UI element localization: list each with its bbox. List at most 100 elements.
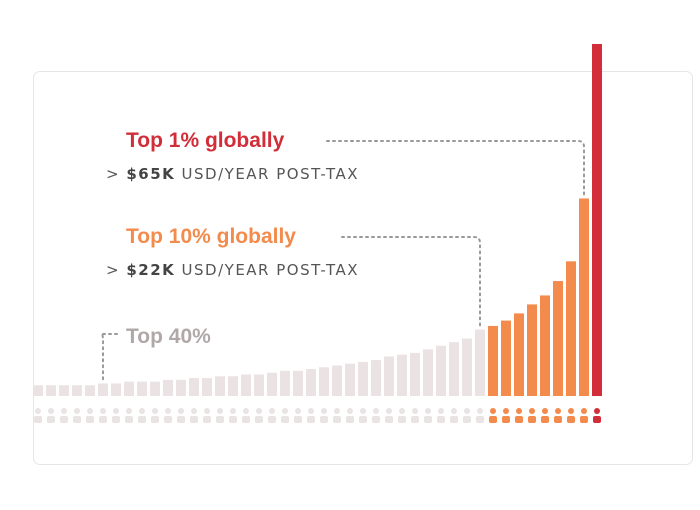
bars-group (33, 44, 602, 396)
person-icon (190, 408, 198, 423)
bar-11 (163, 379, 173, 396)
bar-40 (540, 295, 550, 396)
person-icon (333, 408, 341, 423)
person-icon (450, 408, 458, 423)
person-icon (502, 408, 510, 423)
bar-29 (397, 354, 407, 396)
bar-35 (475, 329, 485, 396)
bar-14 (202, 378, 212, 396)
person-icon (60, 408, 68, 423)
top1-prefix: > (106, 165, 126, 183)
person-icon (229, 408, 237, 423)
person-icon (489, 408, 497, 423)
person-icon (385, 408, 393, 423)
people-icons-row (34, 408, 601, 423)
person-icon (593, 408, 601, 423)
top10-title: Top 10% globally (126, 225, 296, 248)
person-icon (216, 408, 224, 423)
person-icon (463, 408, 471, 423)
top10-connector (341, 236, 481, 327)
person-icon (255, 408, 263, 423)
person-icon (307, 408, 315, 423)
bar-7 (111, 383, 121, 396)
top1-unit: USD/YEAR POST-TAX (175, 165, 359, 183)
bar-12 (176, 379, 186, 396)
bar-17 (241, 374, 251, 396)
person-icon (281, 408, 289, 423)
bar-26 (358, 361, 368, 396)
bar-36 (488, 325, 498, 396)
top1-connector (326, 140, 585, 196)
person-icon (112, 408, 120, 423)
bar-28 (384, 356, 394, 396)
bar-22 (306, 369, 316, 396)
bar-19 (267, 372, 277, 396)
bar-10 (150, 381, 160, 396)
person-icon (242, 408, 250, 423)
person-icon (515, 408, 523, 423)
person-icon (294, 408, 302, 423)
person-icon (34, 408, 42, 423)
bar-2 (46, 385, 56, 396)
bar-33 (449, 342, 459, 396)
person-icon (164, 408, 172, 423)
bar-18 (254, 374, 264, 396)
top10-amount: $22K (126, 261, 175, 279)
bar-37 (501, 320, 511, 396)
top10-unit: USD/YEAR POST-TAX (175, 261, 359, 279)
bar-39 (527, 304, 537, 396)
bar-34 (462, 338, 472, 396)
person-icon (398, 408, 406, 423)
person-icon (125, 408, 133, 423)
top1-title: Top 1% globally (126, 129, 285, 152)
person-icon (320, 408, 328, 423)
person-icon (424, 408, 432, 423)
person-icon (541, 408, 549, 423)
person-icon (346, 408, 354, 423)
top1-threshold: > $65K USD/YEAR POST-TAX (106, 165, 359, 183)
person-icon (138, 408, 146, 423)
bar-27 (371, 360, 381, 396)
person-icon (554, 408, 562, 423)
bar-4 (72, 385, 82, 396)
person-icon (567, 408, 575, 423)
person-icon (177, 408, 185, 423)
top40-title: Top 40% (126, 325, 211, 348)
bar-23 (319, 367, 329, 396)
person-icon (437, 408, 445, 423)
bar-32 (436, 345, 446, 396)
bar-41 (553, 281, 563, 396)
person-icon (528, 408, 536, 423)
bar-24 (332, 365, 342, 396)
bar-1 (33, 385, 43, 396)
top1-amount: $65K (126, 165, 175, 183)
person-icon (372, 408, 380, 423)
person-icon (47, 408, 55, 423)
bar-25 (345, 363, 355, 396)
person-icon (203, 408, 211, 423)
person-icon (73, 408, 81, 423)
bar-21 (293, 370, 303, 396)
top40-connector (100, 333, 118, 381)
bar-42 (566, 261, 576, 396)
bar-44 (592, 44, 602, 396)
bar-30 (410, 352, 420, 396)
bar-16 (228, 376, 238, 396)
person-icon (268, 408, 276, 423)
person-icon (476, 408, 484, 423)
person-icon (151, 408, 159, 423)
person-icon (580, 408, 588, 423)
bar-43 (579, 198, 589, 396)
person-icon (99, 408, 107, 423)
bar-38 (514, 313, 524, 396)
bar-20 (280, 370, 290, 396)
bar-15 (215, 376, 225, 396)
top10-threshold: > $22K USD/YEAR POST-TAX (106, 261, 359, 279)
bar-9 (137, 381, 147, 396)
person-icon (411, 408, 419, 423)
bar-13 (189, 378, 199, 396)
bar-31 (423, 349, 433, 396)
top10-prefix: > (106, 261, 126, 279)
person-icon (359, 408, 367, 423)
